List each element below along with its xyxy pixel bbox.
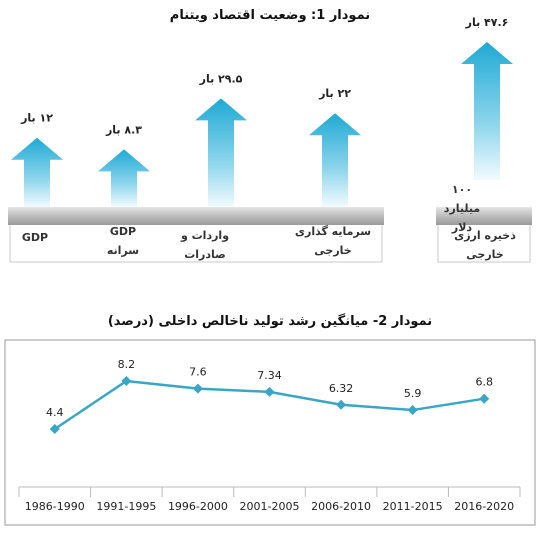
arrow (98, 149, 150, 207)
category-label: ذخیره ارزی خارجی (454, 229, 516, 261)
value-label: 7.34 (257, 369, 282, 382)
value-label: 7.6 (189, 366, 207, 379)
banner (8, 207, 384, 225)
arrow (195, 98, 247, 207)
value-label: 6.32 (329, 382, 354, 395)
category-label: واردات و صادرات (180, 229, 230, 261)
x-tick-label: 1991-1995 (96, 500, 156, 513)
point (121, 376, 132, 387)
category-label: GDP (21, 231, 49, 244)
category-label: سرمایه گذاری خارجی (294, 225, 372, 257)
value-label: 6.8 (475, 376, 493, 389)
x-tick-label: 1986-1990 (25, 500, 85, 513)
value-label: ۱۲ بار (20, 112, 53, 125)
point (264, 386, 275, 397)
x-tick-label: 2001-2005 (240, 500, 300, 513)
point (407, 405, 418, 416)
point (49, 424, 60, 434)
x-tick-label: 2011-2015 (383, 500, 443, 513)
point (192, 383, 203, 394)
value-label: ۸.۳ بار (105, 123, 142, 136)
x-tick-label: 1996-2000 (168, 500, 228, 513)
point (336, 399, 347, 410)
chart-title: نمودار 2- میانگین رشد تولید ناخالص داخلی… (107, 314, 433, 329)
category-label: GDP سرانه (106, 225, 140, 257)
point (479, 393, 490, 404)
chart-title: نمودار 1: وضعیت اقتصاد ویتنام (169, 8, 371, 23)
value-label: ۲۲ بار (318, 87, 351, 100)
arrow (309, 113, 361, 207)
annotation: ۱۰۰ میلیارد دلار (443, 183, 481, 234)
value-label: 4.4 (46, 406, 64, 419)
arrow (461, 42, 513, 180)
value-label: 5.9 (404, 387, 422, 400)
banner (436, 207, 532, 225)
value-label: 8.2 (118, 358, 136, 371)
x-tick-label: 2006-2010 (311, 500, 371, 513)
arrow (11, 137, 63, 207)
value-label: ۴۷.۶ بار (465, 16, 509, 29)
chart-frame (4, 339, 536, 526)
value-label: ۲۹.۵ بار (199, 72, 243, 85)
x-tick-label: 2016-2020 (454, 500, 514, 513)
